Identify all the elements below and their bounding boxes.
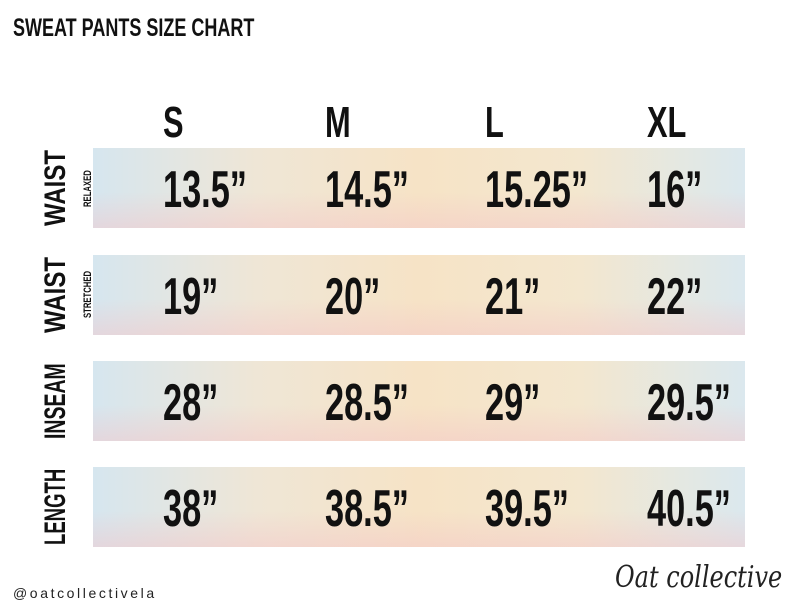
size-header-xl: XL [647,98,687,147]
row-label: WAIST RELAXED [39,148,115,228]
measurement-value: 22” [647,268,703,326]
social-handle: @oatcollectivela [13,585,157,601]
row-label-main: WAIST [39,150,72,226]
measurement-value: 29.5” [647,374,731,432]
size-header-l: L [485,98,504,147]
row-label-main: INSEAM [39,363,72,439]
row-label-sub: STRETCHED [82,271,94,319]
size-header-m: M [325,98,351,147]
measurement-row: 38” 38.5” 39.5” 40.5” [93,467,745,547]
measurement-value: 20” [325,268,381,326]
brand-logo: Oat collective [615,560,783,595]
row-label: INSEAM [39,361,115,441]
measurement-value: 38” [163,480,219,538]
measurement-value: 39.5” [485,480,569,538]
measurement-value: 28” [163,374,219,432]
measurement-value: 16” [647,161,703,219]
measurement-value: 21” [485,268,541,326]
measurement-value: 40.5” [647,480,731,538]
measurement-value: 29” [485,374,541,432]
row-label: WAIST STRETCHED [39,255,115,335]
row-label: LENGTH [39,467,115,547]
row-label-sub: RELAXED [82,169,94,207]
measurement-value: 15.25” [485,161,589,219]
row-label-main: WAIST [39,257,72,333]
row-label-main: LENGTH [39,468,72,545]
measurement-value: 19” [163,268,219,326]
page-title: SWEAT PANTS SIZE CHART [13,14,255,42]
measurement-value: 28.5” [325,374,409,432]
measurement-row: 28” 28.5” 29” 29.5” [93,361,745,441]
measurement-row: 13.5” 14.5” 15.25” 16” [93,148,745,228]
measurement-value: 13.5” [163,161,247,219]
measurement-value: 14.5” [325,161,409,219]
measurement-value: 38.5” [325,480,409,538]
size-header-s: S [163,98,184,147]
measurement-row: 19” 20” 21” 22” [93,255,745,335]
